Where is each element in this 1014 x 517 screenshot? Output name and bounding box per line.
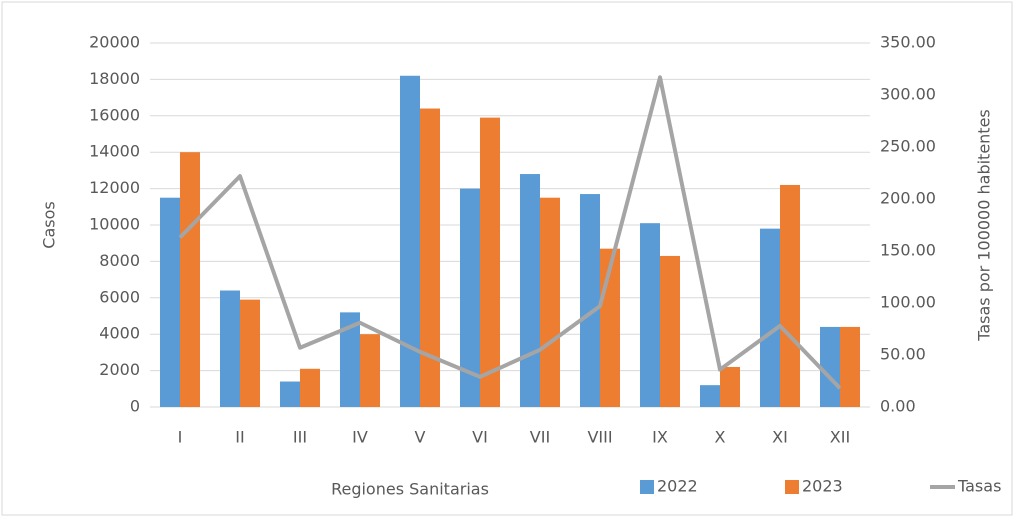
y2-tick-label: 200.00: [880, 189, 936, 208]
x-tick-label: IV: [352, 428, 368, 447]
bar: [580, 194, 600, 407]
bar: [160, 197, 180, 407]
y-tick-label: 20000: [89, 33, 140, 52]
bar: [820, 326, 840, 407]
y2-tick-label: 0.00: [880, 397, 916, 416]
y-tick-label: 12000: [89, 178, 140, 197]
x-tick-label: IX: [652, 428, 668, 447]
bar: [340, 312, 360, 407]
y2-tick-label: 350.00: [880, 33, 936, 52]
y-tick-label: 14000: [89, 142, 140, 161]
y-tick-label: 10000: [89, 215, 140, 234]
bar: [180, 152, 200, 407]
x-tick-label: VIII: [587, 428, 612, 447]
y2-tick-label: 150.00: [880, 241, 936, 260]
bar: [480, 117, 500, 408]
x-tick-label: X: [715, 428, 726, 447]
y-tick-label: 16000: [89, 105, 140, 124]
bar: [760, 228, 780, 407]
legend-label: 2022: [657, 477, 698, 496]
x-tick-label: XII: [830, 428, 850, 447]
bar: [240, 299, 260, 407]
bar: [460, 188, 480, 407]
y2-tick-label: 300.00: [880, 85, 936, 104]
y-tick-label: 2000: [99, 360, 140, 379]
y2-tick-label: 100.00: [880, 293, 936, 312]
legend-label: Tasas: [957, 477, 1001, 496]
legend-swatch: [785, 480, 799, 494]
legend-swatch: [640, 480, 654, 494]
x-tick-label: XI: [772, 428, 788, 447]
bar: [840, 326, 860, 407]
x-tick-label: I: [178, 428, 183, 447]
x-axis-title: Regiones Sanitarias: [331, 480, 489, 499]
y-tick-label: 0: [130, 397, 140, 416]
y-tick-label: 6000: [99, 287, 140, 306]
bar: [360, 334, 380, 407]
bar: [640, 223, 660, 407]
bar: [300, 368, 320, 407]
y-tick-label: 18000: [89, 69, 140, 88]
bar: [220, 290, 240, 407]
line: [178, 75, 842, 390]
legend-label: 2023: [802, 477, 843, 496]
y-tick-label: 4000: [99, 324, 140, 343]
x-tick-label: V: [415, 428, 426, 447]
bar: [700, 385, 720, 407]
bar: [780, 184, 800, 407]
x-tick-label: III: [293, 428, 307, 447]
y2-tick-label: 250.00: [880, 137, 936, 156]
bar: [520, 174, 540, 407]
bar: [660, 255, 680, 407]
x-tick-label: II: [235, 428, 244, 447]
x-tick-label: VI: [472, 428, 488, 447]
bar: [280, 381, 300, 407]
bar: [400, 75, 420, 407]
x-tick-label: VII: [530, 428, 550, 447]
bar: [720, 366, 740, 407]
y-tick-label: 8000: [99, 251, 140, 270]
bar: [420, 108, 440, 408]
bar: [540, 197, 560, 407]
y2-tick-label: 50.00: [880, 345, 926, 364]
y-axis-title: Casos: [40, 201, 59, 248]
y2-axis-title: Tasas por 100000 habitentes: [975, 109, 994, 342]
